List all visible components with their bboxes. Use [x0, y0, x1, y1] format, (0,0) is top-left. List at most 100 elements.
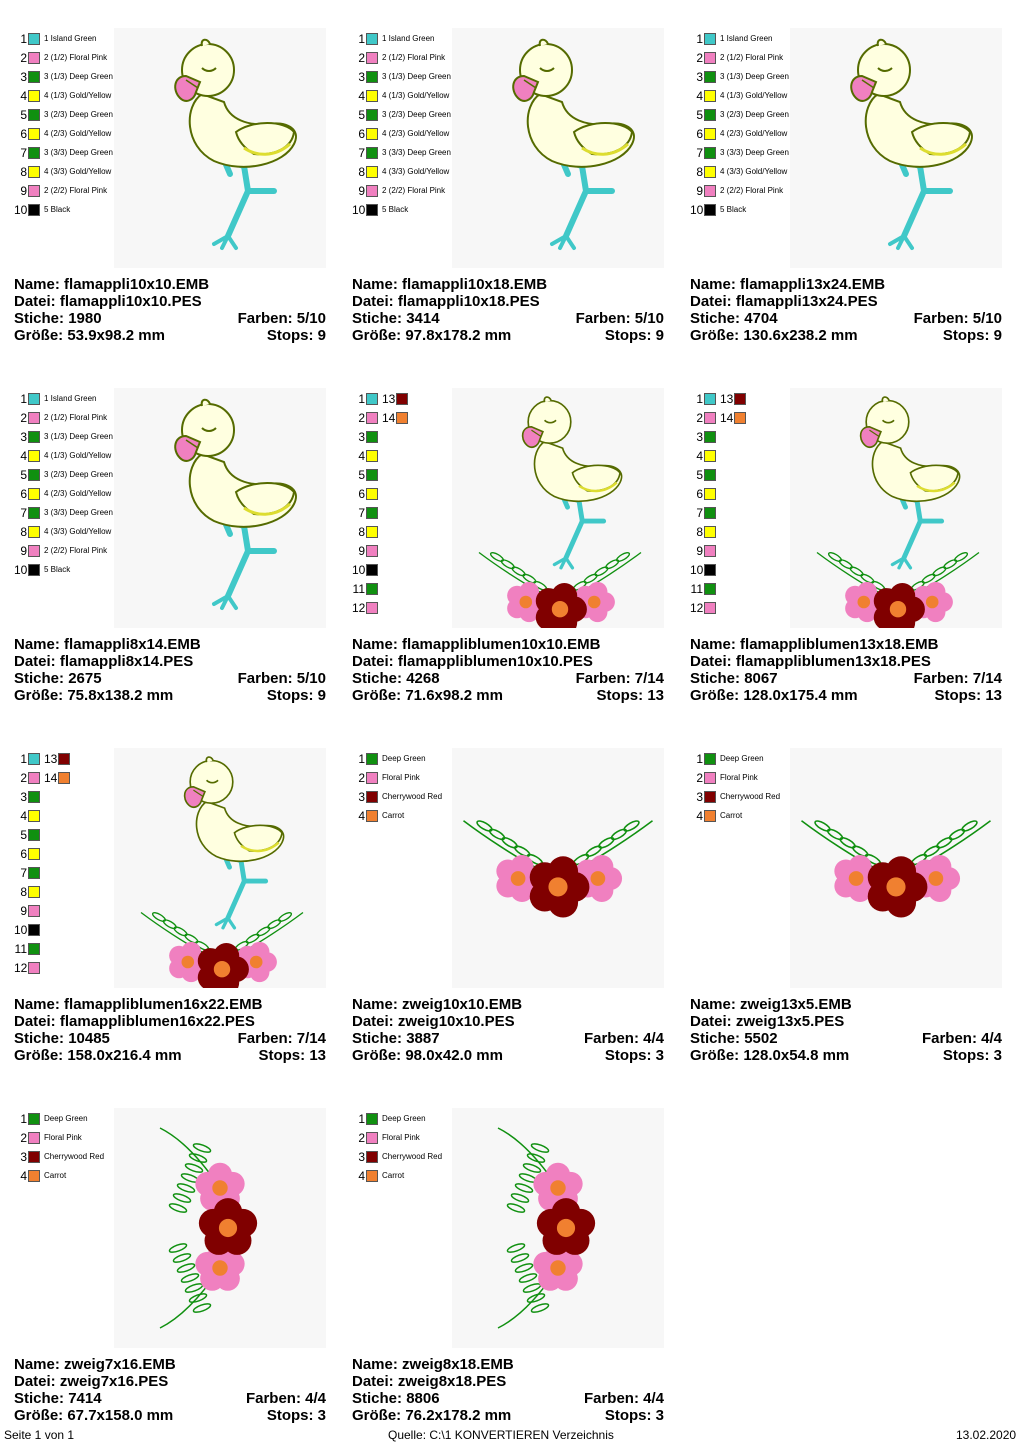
color-row: 2 Floral Pink — [690, 770, 810, 789]
color-row: 3 3 (1/3) Deep Green — [14, 69, 134, 88]
color-step-number: 11 — [352, 582, 365, 596]
color-step-number: 9 — [20, 184, 27, 198]
colors-label: Farben: — [913, 670, 969, 687]
color-row: 8 4 (3/3) Gold/Yellow — [14, 524, 134, 543]
color-swatch — [704, 33, 716, 45]
design-size: 158.0x216.4 mm — [67, 1047, 182, 1064]
design-size: 128.0x175.4 mm — [743, 687, 858, 704]
color-sequence: 1 1 Island Green 2 2 (1/2) Floral Pink 3… — [14, 391, 134, 581]
stop-count: 13 — [985, 687, 1002, 704]
color-swatch — [366, 33, 378, 45]
file-label: Datei: — [14, 653, 56, 670]
color-swatch — [704, 564, 716, 576]
color-label: 3 (1/3) Deep Green — [44, 432, 113, 441]
color-row: 5 3 (2/3) Deep Green — [14, 107, 134, 126]
color-swatch — [704, 450, 716, 462]
color-step-number: 6 — [696, 127, 703, 141]
color-step-number: 6 — [20, 127, 27, 141]
color-step-number: 3 — [20, 430, 27, 444]
color-swatch — [28, 1113, 40, 1125]
color-row: 12 — [14, 960, 134, 979]
color-row: 9 — [352, 543, 472, 562]
color-swatch — [366, 526, 378, 538]
colors-label: Farben: — [245, 1390, 301, 1407]
color-step-number: 11 — [690, 582, 703, 596]
size-label: Größe: — [352, 1047, 402, 1064]
file-label: Datei: — [690, 293, 732, 310]
color-label: 4 (3/3) Gold/Yellow — [44, 167, 112, 176]
color-label: 2 (1/2) Floral Pink — [720, 53, 784, 62]
color-swatch — [28, 71, 40, 83]
color-label: 5 Black — [44, 565, 71, 574]
colors-label: Farben: — [913, 310, 969, 327]
color-step-number: 2 — [20, 51, 27, 65]
color-row: 2 2 (1/2) Floral Pink — [352, 50, 472, 69]
color-swatch — [28, 886, 40, 898]
color-step-number: 4 — [696, 449, 703, 463]
stitches-label: Stiche: — [14, 670, 65, 687]
color-code: 13 — [382, 392, 396, 406]
color-label: 4 (1/3) Gold/Yellow — [720, 91, 788, 100]
color-row: 6 4 (2/3) Gold/Yellow — [14, 486, 134, 505]
color-row: 3 — [690, 429, 810, 448]
color-swatch — [28, 147, 40, 159]
color-step-number: 4 — [20, 89, 27, 103]
design-card: 1 1 Island Green 2 2 (1/2) Floral Pink 3… — [14, 28, 326, 364]
color-step-number: 1 — [358, 392, 365, 406]
color-step-number: 1 — [696, 32, 703, 46]
color-step-number: 10 — [14, 203, 28, 217]
color-sequence: 1 1 Island Green 2 2 (1/2) Floral Pink 3… — [14, 31, 134, 221]
color-row: 6 4 (2/3) Gold/Yellow — [14, 126, 134, 145]
design-info: Name: flamappliblumen13x18.EMB Datei: fl… — [690, 636, 1002, 704]
color-step-number: 5 — [696, 468, 703, 482]
color-swatch — [366, 545, 378, 557]
color-row: 2 14 — [690, 410, 810, 429]
design-preview — [790, 388, 1002, 628]
color-row: 1 13 — [14, 751, 134, 770]
color-swatch — [704, 71, 716, 83]
color-row: 5 3 (2/3) Deep Green — [352, 107, 472, 126]
stops-label: Stops: — [942, 327, 990, 344]
color-swatch — [28, 185, 40, 197]
color-swatch — [28, 791, 40, 803]
color-row: 8 — [14, 884, 134, 903]
design-info: Name: flamappliblumen16x22.EMB Datei: fl… — [14, 996, 326, 1064]
color-row: 11 — [352, 581, 472, 600]
color-row: 4 — [14, 808, 134, 827]
stop-count: 3 — [317, 1407, 326, 1424]
color-count: 4/4 — [643, 1030, 664, 1047]
color-sequence: 1 1 Island Green 2 2 (1/2) Floral Pink 3… — [690, 31, 810, 221]
color-step-number: 10 — [690, 203, 704, 217]
color-step-number: 10 — [14, 563, 28, 577]
color-swatch — [28, 753, 40, 765]
color-row: 1 Deep Green — [352, 1111, 472, 1130]
stop-count: 3 — [993, 1047, 1002, 1064]
color-swatch — [366, 412, 378, 424]
color-swatch — [366, 1170, 378, 1182]
design-file: flamappli8x14.PES — [59, 653, 194, 670]
color-row: 1 1 Island Green — [690, 31, 810, 50]
color-label: 4 (1/3) Gold/Yellow — [44, 451, 112, 460]
color-label: 2 (2/2) Floral Pink — [44, 186, 108, 195]
color-swatch — [366, 393, 378, 405]
color-row: 5 — [14, 827, 134, 846]
design-size: 75.8x138.2 mm — [67, 687, 174, 704]
color-swatch-secondary — [734, 412, 746, 424]
stops-label: Stops: — [934, 687, 982, 704]
color-count: 7/14 — [296, 1030, 326, 1047]
color-step-number: 2 — [696, 771, 703, 785]
color-row: 9 2 (2/2) Floral Pink — [14, 183, 134, 202]
color-step-number: 7 — [358, 146, 365, 160]
color-swatch — [704, 204, 716, 216]
color-row: 7 — [690, 505, 810, 524]
color-row: 7 3 (3/3) Deep Green — [690, 145, 810, 164]
color-label: 3 (2/3) Deep Green — [44, 470, 113, 479]
color-row: 3 Cherrywood Red — [352, 1149, 472, 1168]
design-file: zweig8x18.PES — [397, 1373, 507, 1390]
color-label: 4 (3/3) Gold/Yellow — [382, 167, 450, 176]
color-swatch — [704, 810, 716, 822]
color-label: Cherrywood Red — [382, 1152, 443, 1161]
color-swatch — [28, 412, 40, 424]
color-step-number: 1 — [696, 752, 703, 766]
color-row: 4 Carrot — [352, 1168, 472, 1187]
